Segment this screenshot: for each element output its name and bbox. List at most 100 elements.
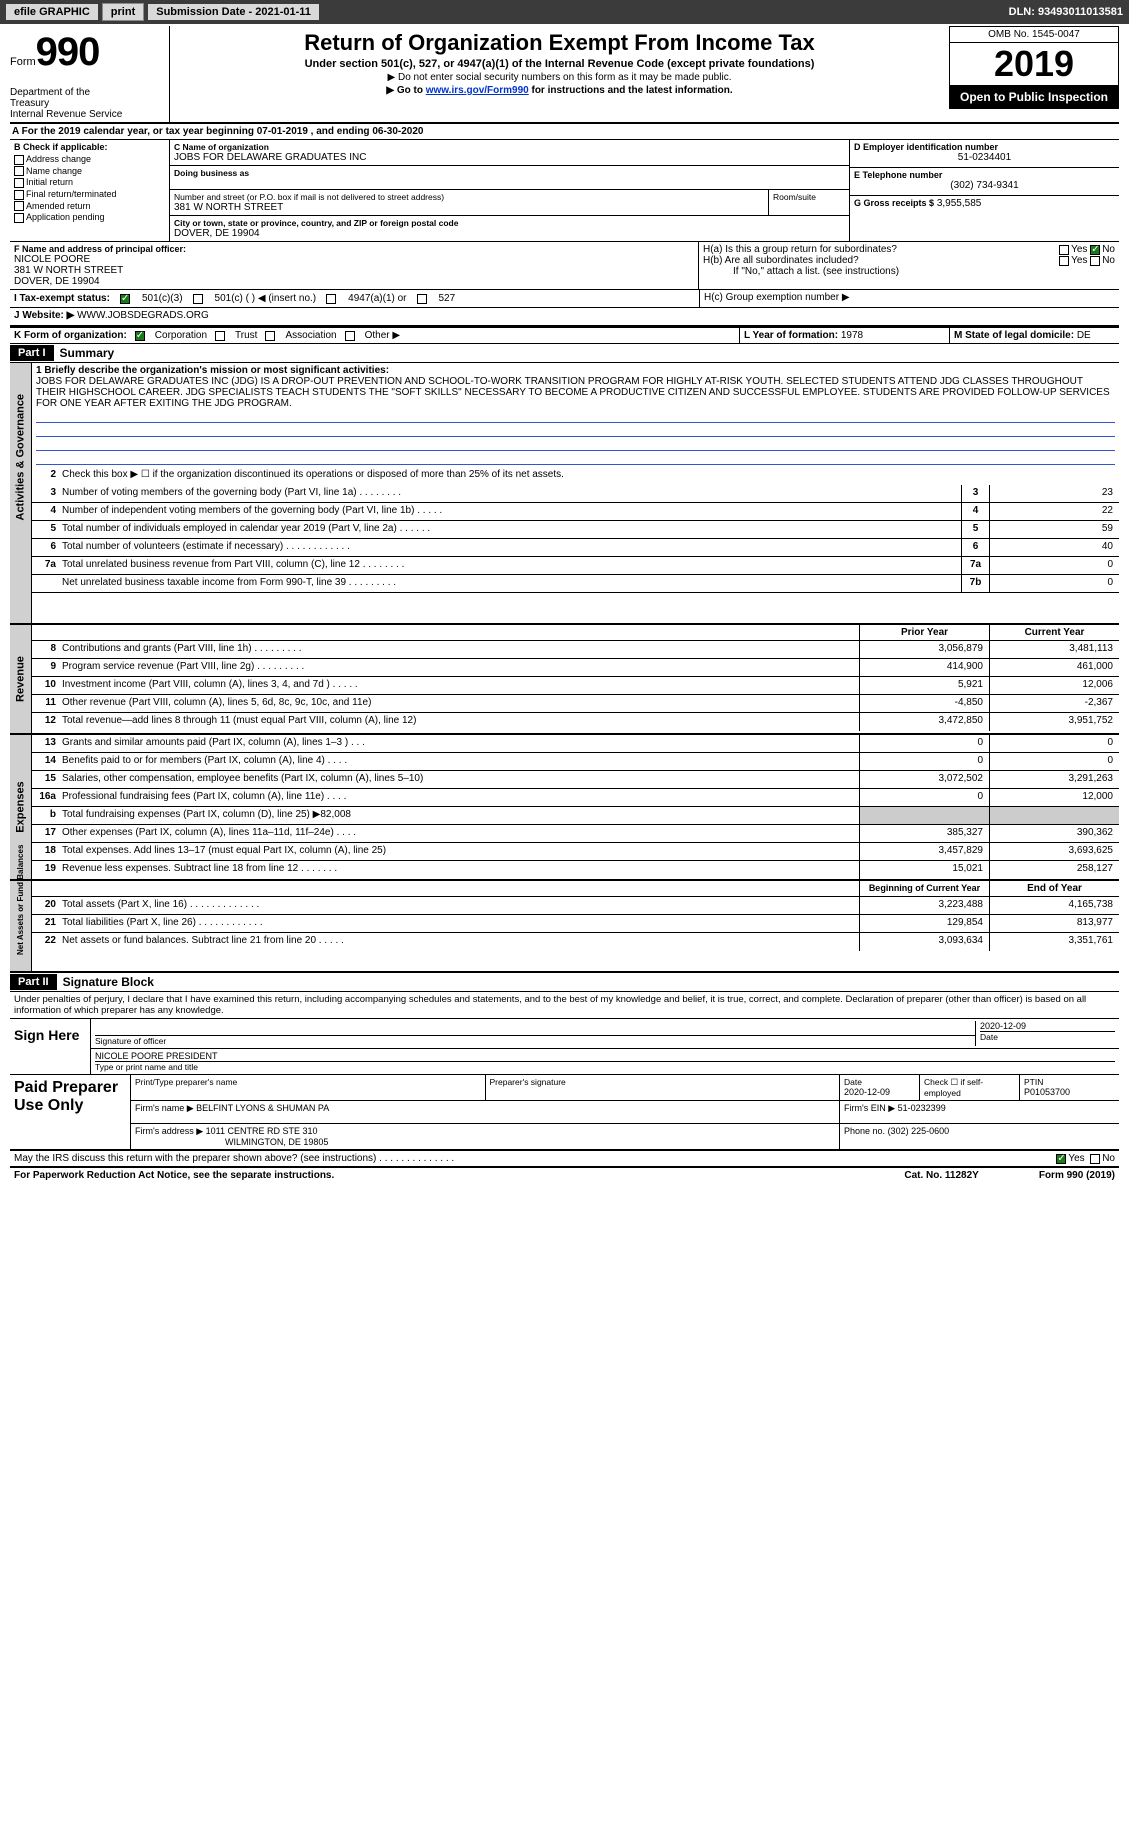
cat-no: Cat. No. 11282Y	[904, 1170, 978, 1181]
mission-area: 1 Briefly describe the organization's mi…	[32, 363, 1119, 467]
chk-initial-return[interactable]: Initial return	[14, 177, 165, 188]
ptin: P01053700	[1024, 1087, 1115, 1097]
chk-address-change[interactable]: Address change	[14, 154, 165, 165]
summary-revenue: Revenue Prior Year Current Year 8Contrib…	[10, 625, 1119, 735]
tab-revenue: Revenue	[15, 648, 27, 711]
summary-net-assets: Net Assets or Fund Balances Beginning of…	[10, 881, 1119, 973]
summary-row: 8Contributions and grants (Part VIII, li…	[32, 641, 1119, 659]
summary-activities-governance: Activities & Governance 1 Briefly descri…	[10, 363, 1119, 625]
box-d: D Employer identification number 51-0234…	[850, 140, 1119, 168]
chk-other[interactable]	[345, 331, 355, 341]
paid-preparer-label: Paid Preparer Use Only	[10, 1075, 130, 1149]
irs-link[interactable]: www.irs.gov/Form990	[426, 85, 529, 96]
box-h: H(a) Is this a group return for subordin…	[699, 242, 1119, 289]
org-name-box: C Name of organization JOBS FOR DELAWARE…	[170, 140, 849, 166]
header-center: Return of Organization Exempt From Incom…	[170, 26, 949, 122]
part2-header: Part II Signature Block	[10, 973, 1119, 992]
grid-fh: F Name and address of principal officer:…	[10, 242, 1119, 290]
sig-date: 2020-12-09	[980, 1021, 1115, 1031]
mission-text: JOBS FOR DELAWARE GRADUATES INC (JDG) IS…	[36, 376, 1115, 409]
inspection-label: Open to Public Inspection	[949, 86, 1119, 109]
line-i: I Tax-exempt status: 501(c)(3) 501(c) ( …	[10, 290, 1119, 308]
discuss-yes[interactable]	[1056, 1154, 1066, 1164]
summary-row: 6Total number of volunteers (estimate if…	[32, 539, 1119, 557]
summary-row: 14Benefits paid to or for members (Part …	[32, 753, 1119, 771]
summary-row: Net unrelated business taxable income fr…	[32, 575, 1119, 593]
chk-final-return[interactable]: Final return/terminated	[14, 189, 165, 200]
part1-header: Part I Summary	[10, 344, 1119, 363]
gross-receipts: 3,955,585	[937, 198, 982, 209]
city-state-zip: DOVER, DE 19904	[174, 228, 845, 239]
hdr-begin-year: Beginning of Current Year	[859, 881, 989, 896]
summary-expenses: Expenses 13Grants and similar amounts pa…	[10, 735, 1119, 881]
officer-name: NICOLE POORE	[14, 254, 694, 265]
ha-yes[interactable]	[1059, 245, 1069, 255]
summary-row: 11Other revenue (Part VIII, column (A), …	[32, 695, 1119, 713]
chk-application-pending[interactable]: Application pending	[14, 212, 165, 223]
street-address: 381 W NORTH STREET	[174, 202, 764, 213]
discuss-row: May the IRS discuss this return with the…	[10, 1150, 1119, 1166]
form-ref: Form 990 (2019)	[1039, 1170, 1115, 1181]
chk-4947[interactable]	[326, 294, 336, 304]
firm-name: BELFINT LYONS & SHUMAN PA	[196, 1103, 329, 1113]
summary-row: 22Net assets or fund balances. Subtract …	[32, 933, 1119, 951]
hdr-current-year: Current Year	[989, 625, 1119, 640]
header-right: OMB No. 1545-0047 2019 Open to Public In…	[949, 26, 1119, 122]
print-button[interactable]: print	[102, 3, 144, 21]
summary-row: 20Total assets (Part X, line 16) . . . .…	[32, 897, 1119, 915]
line-2: 2Check this box ▶ ☐ if the organization …	[32, 467, 1119, 485]
hdr-end-year: End of Year	[989, 881, 1119, 896]
summary-row: 4Number of independent voting members of…	[32, 503, 1119, 521]
summary-row: 18Total expenses. Add lines 13–17 (must …	[32, 843, 1119, 861]
firm-phone: (302) 225-0600	[888, 1126, 950, 1136]
chk-corporation[interactable]	[135, 331, 145, 341]
chk-527[interactable]	[417, 294, 427, 304]
summary-row: 10Investment income (Part VIII, column (…	[32, 677, 1119, 695]
hb-no[interactable]	[1090, 256, 1100, 266]
line-k-row: K Form of organization: Corporation Trus…	[10, 326, 1119, 344]
discuss-no[interactable]	[1090, 1154, 1100, 1164]
chk-name-change[interactable]: Name change	[14, 166, 165, 177]
sign-here-label: Sign Here	[10, 1019, 90, 1074]
box-f: F Name and address of principal officer:…	[10, 242, 699, 289]
box-hc: H(c) Group exemption number ▶	[699, 290, 1119, 307]
summary-row: 9Program service revenue (Part VIII, lin…	[32, 659, 1119, 677]
form-title: Return of Organization Exempt From Incom…	[176, 30, 943, 56]
officer-name-title: NICOLE POORE PRESIDENT	[95, 1051, 1115, 1061]
chk-501c3[interactable]	[120, 294, 130, 304]
box-b: B Check if applicable: Address change Na…	[10, 140, 170, 241]
box-g: G Gross receipts $ 3,955,585	[850, 196, 1119, 224]
box-e: E Telephone number (302) 734-9341	[850, 168, 1119, 196]
summary-row: 13Grants and similar amounts paid (Part …	[32, 735, 1119, 753]
form-header: Form990 Department of theTreasuryInterna…	[10, 26, 1119, 124]
chk-amended[interactable]: Amended return	[14, 201, 165, 212]
summary-row: 5Total number of individuals employed in…	[32, 521, 1119, 539]
summary-row: 17Other expenses (Part IX, column (A), l…	[32, 825, 1119, 843]
line-a: A For the 2019 calendar year, or tax yea…	[10, 124, 1119, 140]
bottom-line: For Paperwork Reduction Act Notice, see …	[10, 1166, 1119, 1183]
summary-row: 12Total revenue—add lines 8 through 11 (…	[32, 713, 1119, 731]
summary-row: 3Number of voting members of the governi…	[32, 485, 1119, 503]
form-subtitle: Under section 501(c), 527, or 4947(a)(1)…	[176, 58, 943, 70]
hb-yes[interactable]	[1059, 256, 1069, 266]
tab-expenses: Expenses	[15, 776, 27, 839]
sig-declaration: Under penalties of perjury, I declare th…	[10, 992, 1119, 1019]
form-word: Form	[10, 56, 36, 68]
firm-addr1: 1011 CENTRE RD STE 310	[206, 1126, 318, 1136]
summary-row: 16aProfessional fundraising fees (Part I…	[32, 789, 1119, 807]
summary-row: 7aTotal unrelated business revenue from …	[32, 557, 1119, 575]
ein-value: 51-0234401	[854, 152, 1115, 163]
box-b-title: B Check if applicable:	[14, 142, 165, 152]
org-name: JOBS FOR DELAWARE GRADUATES INC	[174, 152, 845, 163]
tab-activities: Activities & Governance	[15, 458, 27, 521]
line-m: M State of legal domicile: DE	[949, 328, 1119, 343]
form-number: 990	[36, 30, 100, 74]
chk-trust[interactable]	[215, 331, 225, 341]
website-value: WWW.JOBSDEGRADS.ORG	[77, 310, 209, 321]
ha-no[interactable]	[1090, 245, 1100, 255]
chk-association[interactable]	[265, 331, 275, 341]
phone-value: (302) 734-9341	[854, 180, 1115, 191]
chk-501c[interactable]	[193, 294, 203, 304]
form-note1: ▶ Do not enter social security numbers o…	[176, 72, 943, 83]
summary-row: 21Total liabilities (Part X, line 26) . …	[32, 915, 1119, 933]
